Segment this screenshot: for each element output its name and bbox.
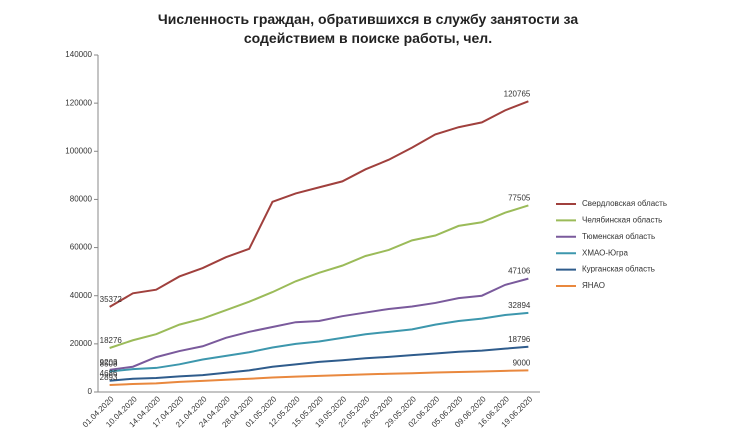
series-line bbox=[109, 100, 529, 308]
y-tick-label: 140000 bbox=[65, 50, 92, 59]
series-line bbox=[109, 345, 529, 382]
data-label: 35372 bbox=[100, 295, 123, 304]
data-label: 120765 bbox=[504, 89, 531, 98]
legend-label: ХМАО-Югра bbox=[582, 248, 628, 257]
series-line bbox=[109, 369, 529, 387]
series-line bbox=[109, 204, 529, 349]
data-label: 8508 bbox=[100, 360, 118, 369]
data-label: 18796 bbox=[508, 335, 531, 344]
y-tick-label: 80000 bbox=[70, 195, 93, 204]
data-label: 77505 bbox=[508, 194, 531, 203]
data-label: 9000 bbox=[513, 358, 531, 367]
data-label: 18276 bbox=[100, 336, 123, 345]
y-tick-label: 40000 bbox=[70, 291, 93, 300]
y-tick-label: 0 bbox=[88, 387, 93, 396]
y-tick-label: 60000 bbox=[70, 243, 93, 252]
y-tick-label: 100000 bbox=[65, 146, 92, 155]
data-label: 2893 bbox=[100, 373, 118, 382]
series-line bbox=[109, 277, 529, 371]
chart-title: Численность граждан, обратившихся в служ… bbox=[157, 11, 579, 46]
legend-label: Челябинская область bbox=[582, 216, 662, 225]
data-label: 47106 bbox=[508, 267, 531, 276]
legend-label: Свердловская область bbox=[582, 199, 667, 208]
legend-label: Курганская область bbox=[582, 265, 655, 274]
y-tick-label: 120000 bbox=[65, 98, 92, 107]
data-label: 32894 bbox=[508, 301, 531, 310]
legend-label: Тюменская область bbox=[582, 232, 655, 241]
data-label: 4686 bbox=[100, 369, 118, 378]
series-line bbox=[109, 311, 529, 373]
legend-label: ЯНАО bbox=[582, 281, 605, 290]
data-label: 9203 bbox=[100, 358, 118, 367]
y-tick-label: 20000 bbox=[70, 339, 93, 348]
